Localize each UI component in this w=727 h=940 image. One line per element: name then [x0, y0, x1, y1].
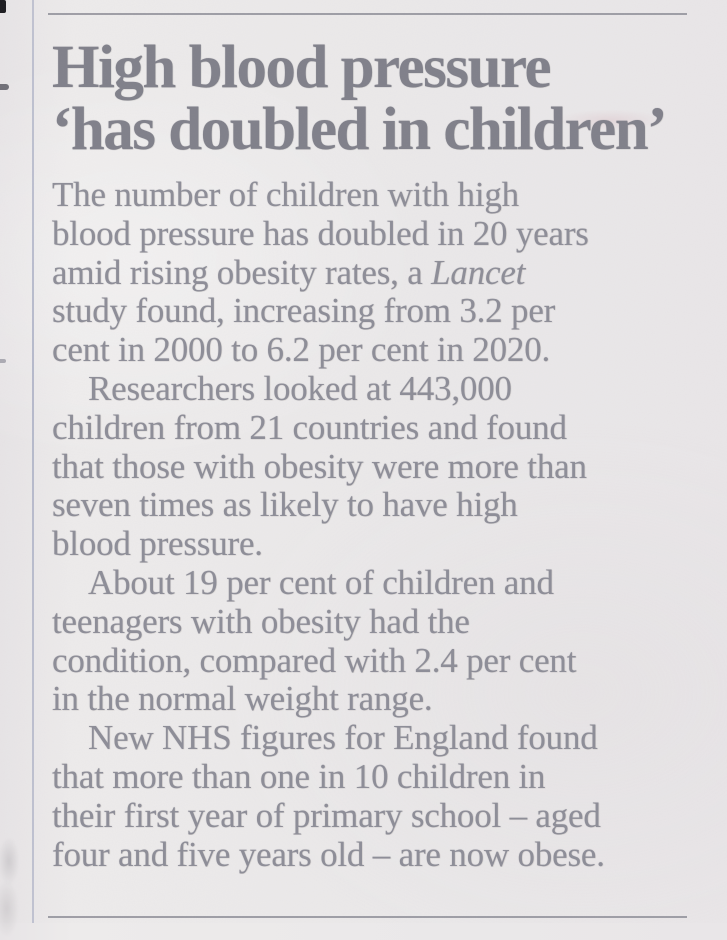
- headline-line: ‘has doubled in children’: [52, 96, 667, 163]
- body-line: study found, increasing from 3.2 per: [52, 291, 556, 331]
- body-line: that those with obesity were more than: [52, 446, 587, 486]
- scan-artifact-dash-faint: [0, 359, 6, 363]
- body-line: that more than one in 10 children in: [52, 756, 546, 796]
- body-line: four and five years old – are now obese.: [52, 834, 605, 874]
- body-line: condition, compared with 2.4 per cent: [52, 640, 577, 680]
- column-rule: [32, 0, 34, 923]
- body-line: seven times as likely to have high: [52, 485, 518, 525]
- article: High blood pressure ‘has doubled in child…: [52, 37, 712, 874]
- body-line: their first year of primary school – age…: [52, 795, 601, 835]
- article-body: The number of children with high blood pr…: [52, 175, 712, 874]
- body-line: amid rising obesity rates, a Lancet: [52, 252, 526, 292]
- body-line: in the normal weight range.: [52, 679, 433, 719]
- body-line: cent in 2000 to 6.2 per cent in 2020.: [52, 330, 551, 370]
- body-line: Researchers looked at 443,000: [88, 368, 512, 408]
- body-line: The number of children with high: [52, 175, 519, 214]
- body-line: blood pressure.: [52, 524, 263, 564]
- body-line: blood pressure has doubled in 20 years: [52, 213, 589, 253]
- headline: High blood pressure ‘has doubled in child…: [52, 37, 712, 161]
- scan-artifact-dash: [0, 84, 9, 90]
- article-top-rule: [48, 13, 687, 15]
- scan-artifact-black-mark: [0, 0, 6, 13]
- scan-smudge-bottom-left: [0, 835, 34, 940]
- body-line: children from 21 countries and found: [52, 407, 567, 447]
- body-line: About 19 per cent of children and: [88, 562, 554, 602]
- body-line: New NHS figures for England found: [88, 718, 598, 758]
- body-line: teenagers with obesity had the: [52, 601, 470, 641]
- article-bottom-rule: [48, 916, 687, 918]
- headline-line: High blood pressure: [52, 34, 552, 101]
